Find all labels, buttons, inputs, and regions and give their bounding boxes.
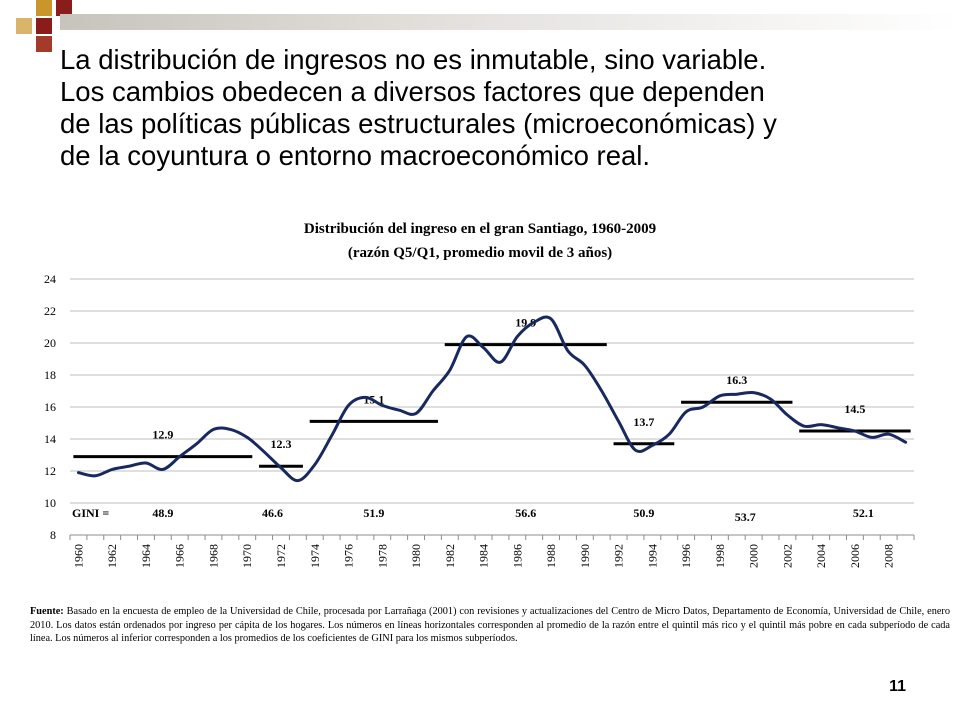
x-tick-label-2006: 2006 <box>848 544 862 568</box>
x-tick-label-1970: 1970 <box>240 544 254 568</box>
x-tick-label-1978: 1978 <box>375 544 389 568</box>
chart-subtitle: (razón Q5/Q1, promedio movil de 3 años) <box>348 245 612 261</box>
x-tick-label-1984: 1984 <box>477 544 491 568</box>
x-tick-label-2000: 2000 <box>747 544 761 568</box>
income-distribution-chart: Distribución del ingreso en el gran Sant… <box>44 221 915 568</box>
chart-title: Distribución del ingreso en el gran Sant… <box>304 221 656 237</box>
x-tick-label-1976: 1976 <box>342 544 356 568</box>
x-tick-label-2008: 2008 <box>882 544 896 568</box>
page-number: 11 <box>889 678 906 695</box>
x-tick-label-2004: 2004 <box>814 544 828 568</box>
source-label: Fuente: <box>30 606 64 617</box>
average-label-7: 14.5 <box>844 402 865 416</box>
gini-labels: GINI = 48.9 46.6 51.9 56.6 50.9 53.7 52.1 <box>72 506 874 524</box>
slide-heading: La distribución de ingresos no es inmuta… <box>60 44 940 172</box>
corner-decoration <box>0 0 80 60</box>
y-tick-label-20: 20 <box>44 336 56 350</box>
average-label-4: 19.9 <box>515 316 536 330</box>
heading-line-4: de la coyuntura o entorno macroeconómico… <box>60 140 651 171</box>
gini-value-5: 50.9 <box>633 506 654 520</box>
y-tick-label-14: 14 <box>44 432 56 446</box>
x-tick-label-1982: 1982 <box>443 544 457 568</box>
x-tick-label-1996: 1996 <box>679 544 693 568</box>
average-label-6: 16.3 <box>726 373 747 387</box>
x-tick-label-1968: 1968 <box>206 544 220 568</box>
source-note: Fuente: Basado en la encuesta de empleo … <box>30 605 950 646</box>
y-tick-label-22: 22 <box>44 304 56 318</box>
y-tick-label-18: 18 <box>44 368 56 382</box>
x-tick-label-1988: 1988 <box>544 544 558 568</box>
source-text: Basado en la encuesta de empleo de la Un… <box>30 606 950 644</box>
x-tick-label-2002: 2002 <box>780 544 794 568</box>
average-label-1: 12.9 <box>152 428 173 442</box>
gini-prefix-label: GINI = <box>72 506 109 520</box>
x-tick-label-1994: 1994 <box>645 544 659 568</box>
deco-square-gold-2 <box>16 18 32 34</box>
heading-line-2: Los cambios obedecen a diversos factores… <box>60 76 765 107</box>
y-tick-label-16: 16 <box>44 400 56 414</box>
x-tick-label-1962: 1962 <box>105 544 119 568</box>
x-tick-label-1974: 1974 <box>308 544 322 568</box>
x-tick-label-1986: 1986 <box>510 544 524 568</box>
x-tick-label-1966: 1966 <box>173 544 187 568</box>
deco-square-gold-1 <box>36 0 52 16</box>
header-bar <box>60 14 960 30</box>
series-line <box>76 315 908 483</box>
gini-value-7: 52.1 <box>853 506 874 520</box>
y-tick-label-24: 24 <box>44 272 56 286</box>
average-label-5: 13.7 <box>633 415 654 429</box>
period-average-lines: 12.912.315.119.913.716.314.5 <box>73 316 911 468</box>
heading-line-1: La distribución de ingresos no es inmuta… <box>60 44 767 75</box>
x-tick-label-1960: 1960 <box>71 544 85 568</box>
heading-line-3: de las políticas públicas estructurales … <box>60 108 777 139</box>
x-tick-label-1998: 1998 <box>713 544 727 568</box>
deco-square-red-2 <box>36 18 52 34</box>
y-tick-label-12: 12 <box>44 464 56 478</box>
gini-value-3: 51.9 <box>363 506 384 520</box>
y-axis-tick-labels: 8 10 12 14 16 18 20 22 24 <box>44 272 56 542</box>
x-tick-label-1972: 1972 <box>274 544 288 568</box>
gini-value-6: 53.7 <box>735 510 756 524</box>
y-tick-label-10: 10 <box>44 496 56 510</box>
x-tick-label-1992: 1992 <box>612 544 626 568</box>
deco-square-red-1 <box>56 0 72 16</box>
grid-lines <box>69 278 915 540</box>
y-tick-label-8: 8 <box>50 528 56 542</box>
gini-value-2: 46.6 <box>262 506 283 520</box>
x-tick-label-1980: 1980 <box>409 544 423 568</box>
average-label-2: 12.3 <box>271 437 292 451</box>
x-tick-label-1990: 1990 <box>578 544 592 568</box>
gini-value-4: 56.6 <box>515 506 536 520</box>
gini-value-1: 48.9 <box>152 506 173 520</box>
x-tick-label-1964: 1964 <box>139 544 153 568</box>
x-axis-tick-labels: 1960 1962 1964 1966 1968 1970 1972 1974 1976 1978… <box>71 544 895 568</box>
deco-square-red-3 <box>36 36 52 52</box>
